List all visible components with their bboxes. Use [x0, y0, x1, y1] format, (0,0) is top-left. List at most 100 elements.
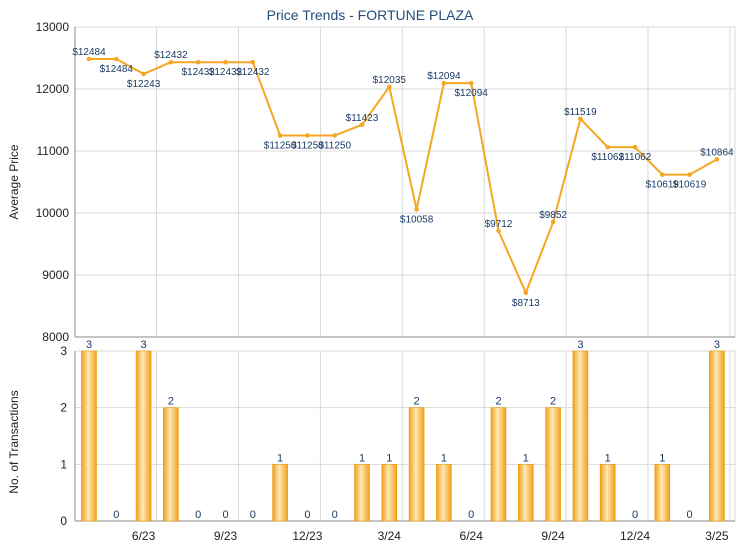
price-data-label: $10619 [646, 180, 680, 191]
transaction-bar [490, 407, 507, 522]
bar-value-label: 1 [659, 452, 665, 464]
transaction-bar [381, 464, 398, 522]
bottom-y-axis-label: No. of Transactions [7, 390, 21, 493]
price-data-label: $9712 [485, 219, 513, 230]
top-y-tick-label: 12000 [36, 82, 70, 96]
chart-title: Price Trends - FORTUNE PLAZA [267, 7, 474, 23]
bottom-chart-grid: 0 1 2 3 6/23 9/23 12/23 3/24 6/24 9/24 12/24 3/25 [60, 344, 736, 543]
transaction-bar [654, 464, 671, 522]
price-point [441, 80, 447, 86]
top-y-axis-label: Average Price [7, 144, 21, 219]
price-data-label: $10619 [673, 180, 707, 191]
price-point [550, 219, 556, 225]
x-tick-label: 6/23 [132, 529, 156, 543]
price-data-label: $12035 [373, 75, 407, 86]
transaction-bar [163, 407, 179, 522]
price-point [86, 56, 92, 62]
price-point [277, 133, 283, 138]
price-data-label: $12432 [182, 67, 216, 78]
top-chart-grid: 8000 9000 10000 11000 12000 13000 [36, 20, 736, 344]
bar-value-label: 1 [605, 452, 611, 464]
bottom-y-tick-label: 3 [60, 344, 67, 358]
price-point [578, 116, 583, 122]
price-point [332, 133, 338, 138]
bar-value-label: 3 [86, 339, 92, 351]
transaction-bar [135, 350, 152, 522]
price-point [660, 172, 665, 177]
price-point [632, 144, 638, 150]
x-tick-label: 3/24 [378, 529, 402, 543]
bar-value-label: 2 [168, 396, 174, 408]
top-plot-area [74, 26, 736, 338]
price-data-label: $11423 [346, 113, 379, 124]
bottom-y-tick-label: 2 [60, 401, 67, 415]
price-point [468, 80, 474, 86]
price-data-label: $12484 [72, 47, 106, 58]
transaction-bar [408, 407, 425, 522]
transaction-bar [545, 407, 561, 522]
bar-value-label: 2 [495, 396, 501, 408]
price-data-label: $11250 [318, 141, 351, 152]
bar-value-label: 2 [414, 396, 420, 408]
top-y-tick-label: 8000 [42, 330, 69, 344]
top-y-tick-label: 11000 [37, 144, 70, 158]
bottom-plot-area [74, 350, 736, 522]
x-tick-label: 9/23 [214, 529, 238, 543]
bar-value-label: 0 [687, 509, 693, 521]
transaction-bar [272, 464, 288, 522]
price-point [687, 172, 692, 177]
price-point [141, 71, 146, 77]
price-point [714, 157, 720, 162]
top-y-tick-label: 13000 [36, 20, 70, 34]
price-data-label: $9852 [539, 210, 567, 221]
price-line [89, 57, 718, 294]
bar-value-label: 3 [714, 339, 720, 351]
price-point [496, 228, 501, 234]
transaction-bar [81, 350, 97, 522]
price-point [168, 59, 174, 65]
bar-value-label: 0 [332, 509, 338, 521]
price-data-label: $12484 [100, 64, 134, 75]
bar-value-label: 0 [304, 509, 310, 521]
price-data-label: $11062 [591, 152, 624, 163]
price-data-label: $12094 [455, 88, 489, 99]
price-point [414, 207, 419, 212]
bar-value-label: 0 [195, 509, 201, 521]
bar-value-label: 0 [222, 509, 228, 521]
price-data-label: $11250 [291, 141, 324, 152]
x-tick-label: 9/24 [541, 529, 565, 543]
transaction-bar [709, 350, 725, 522]
transaction-bar [599, 464, 616, 522]
price-point [605, 144, 610, 150]
bar-value-label: 1 [441, 452, 447, 464]
price-data-label: $11519 [564, 107, 597, 118]
transaction-bar [354, 464, 370, 522]
bottom-y-tick-label: 1 [60, 457, 67, 471]
x-tick-label: 3/25 [705, 529, 729, 543]
top-y-tick-label: 10000 [36, 206, 70, 220]
price-data-label: $12243 [127, 79, 161, 90]
bar-value-label: 1 [523, 452, 529, 464]
price-point [305, 133, 310, 138]
transaction-bar [436, 464, 452, 522]
price-point [250, 59, 256, 65]
x-tick-label: 12/24 [620, 529, 650, 543]
transaction-bar [572, 350, 589, 522]
price-data-label: $10864 [700, 147, 734, 158]
price-data-label: $12094 [427, 71, 461, 82]
bar-value-label: 3 [577, 339, 583, 351]
price-data-label: $12432 [236, 67, 270, 78]
transaction-bars: 3 0 3 2 0 0 0 1 0 0 1 1 2 1 0 2 1 2 3 1 0 1 0 3 [81, 339, 725, 522]
price-point [114, 56, 119, 62]
price-line-series: $12484$12484$12243$12432$12432$12432$124… [72, 47, 734, 309]
transaction-bar [517, 464, 534, 522]
price-data-label: $12432 [154, 50, 188, 61]
price-point [223, 59, 228, 65]
price-data-label: $8713 [512, 298, 540, 309]
bar-value-label: 3 [141, 339, 147, 351]
x-tick-label: 12/23 [292, 529, 322, 543]
price-point [523, 290, 529, 296]
bar-value-label: 1 [359, 452, 365, 464]
